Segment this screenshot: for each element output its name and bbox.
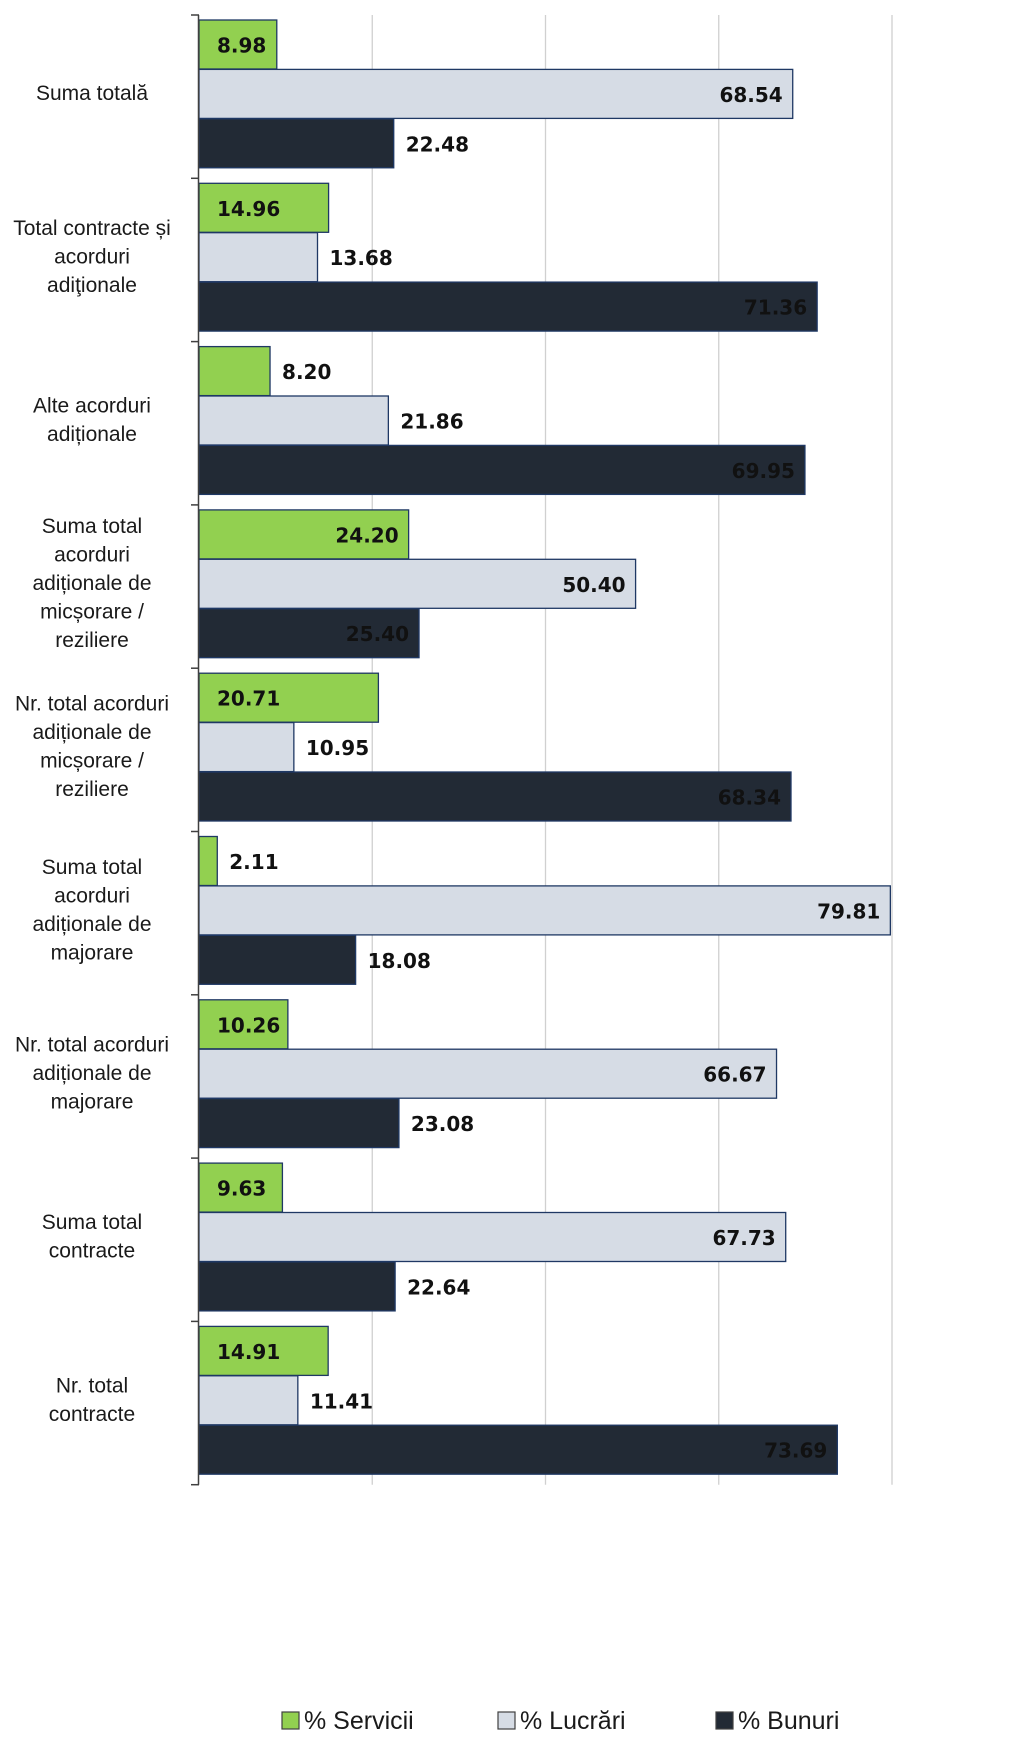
- data-label: 68.54: [719, 83, 782, 107]
- bar: [198, 1211, 787, 1263]
- bar: [198, 509, 410, 560]
- bar: [198, 1097, 400, 1149]
- category-label: adiționale de: [32, 721, 151, 744]
- category-label: adiționale: [47, 423, 137, 446]
- data-label: 79.81: [817, 899, 880, 923]
- legend-swatch: [281, 1711, 300, 1730]
- data-label: 50.40: [562, 573, 625, 597]
- category-label: adiționale de: [32, 1062, 151, 1085]
- data-labels: 8.98 68.54 22.48 14.96 13.68 71.36 8.20 21.86 69…: [217, 34, 880, 1463]
- category-label: adiționale de: [32, 913, 151, 936]
- bar: [198, 885, 892, 936]
- data-label: 73.69: [764, 1439, 827, 1463]
- data-label: 20.71: [217, 687, 280, 711]
- data-label: 11.41: [310, 1389, 373, 1413]
- bar: [198, 395, 390, 446]
- bar: [198, 345, 271, 397]
- data-label: 25.40: [346, 622, 409, 646]
- category-label: Total contracte și: [13, 217, 171, 240]
- category-label: contracte: [49, 1240, 135, 1263]
- category-label: adiţionale: [47, 274, 137, 297]
- bar: [198, 999, 289, 1050]
- category-label: Suma totală: [36, 82, 148, 105]
- bar: [198, 1325, 329, 1377]
- legend-swatch: [497, 1711, 516, 1730]
- category-label: Suma total: [42, 1211, 142, 1234]
- legend-entry: % Bunuri: [738, 1707, 839, 1735]
- category-label: acorduri: [54, 245, 130, 268]
- bar: [198, 1162, 284, 1213]
- gridlines: [371, 15, 893, 1485]
- data-label: 68.34: [718, 786, 781, 810]
- bar: [198, 19, 278, 70]
- bar: [198, 1375, 299, 1426]
- data-label: 23.08: [411, 1112, 474, 1136]
- category-label: Nr. total acorduri: [15, 693, 169, 716]
- bar: [198, 68, 794, 120]
- bar: [198, 771, 792, 822]
- data-label: 9.63: [217, 1177, 266, 1201]
- category-label: Suma total: [42, 515, 142, 538]
- category-label: Suma total: [42, 856, 142, 879]
- category-label: micșorare /: [40, 750, 144, 773]
- data-label: 24.20: [335, 523, 398, 547]
- category-label: reziliere: [55, 778, 129, 801]
- category-label: adiționale de: [32, 572, 151, 595]
- bar: [198, 118, 395, 169]
- category-label: Nr. total: [56, 1374, 128, 1397]
- data-label: 10.26: [217, 1013, 280, 1037]
- data-label: 14.96: [217, 197, 280, 221]
- bar: [198, 444, 806, 496]
- bars: [198, 19, 892, 1475]
- category-label: Nr. total acorduri: [15, 1033, 169, 1056]
- data-label: 71.36: [744, 296, 807, 320]
- bar: [198, 1048, 778, 1099]
- data-label: 69.95: [732, 459, 795, 483]
- bar: [198, 1424, 838, 1475]
- category-label: reziliere: [55, 629, 129, 652]
- category-label: acorduri: [54, 544, 130, 567]
- data-label: 8.98: [217, 34, 266, 58]
- bar: [198, 721, 295, 773]
- category-label: Alte acorduri: [33, 395, 151, 418]
- category-label: acorduri: [54, 884, 130, 907]
- legend-swatch: [715, 1711, 734, 1730]
- data-label: 2.11: [229, 850, 278, 874]
- bar: [198, 835, 218, 887]
- data-label: 8.20: [282, 360, 331, 384]
- legend: % Servicii % Lucrări % Bunuri: [281, 1707, 839, 1735]
- legend-entry: % Lucrări: [520, 1707, 626, 1735]
- data-label: 10.95: [306, 736, 369, 760]
- category-labels: Suma totală Total contracte și acorduri adi…: [13, 82, 171, 1426]
- bar: [198, 281, 818, 332]
- data-label: 13.68: [330, 246, 393, 270]
- category-label: micșorare /: [40, 601, 144, 624]
- data-label: 67.73: [712, 1226, 775, 1250]
- category-label: contracte: [49, 1403, 135, 1426]
- category-label: majorare: [51, 1090, 134, 1113]
- data-label: 66.67: [703, 1063, 766, 1087]
- data-label: 21.86: [400, 410, 463, 434]
- data-label: 18.08: [368, 949, 431, 973]
- data-label: 22.48: [406, 132, 469, 156]
- category-label: majorare: [51, 941, 134, 964]
- bar: [198, 232, 319, 283]
- category-axis: [191, 14, 200, 1486]
- bar: [198, 1261, 396, 1312]
- legend-entry: % Servicii: [304, 1707, 414, 1735]
- bar: [198, 934, 357, 985]
- data-label: 14.91: [217, 1340, 280, 1364]
- data-label: 22.64: [407, 1275, 470, 1299]
